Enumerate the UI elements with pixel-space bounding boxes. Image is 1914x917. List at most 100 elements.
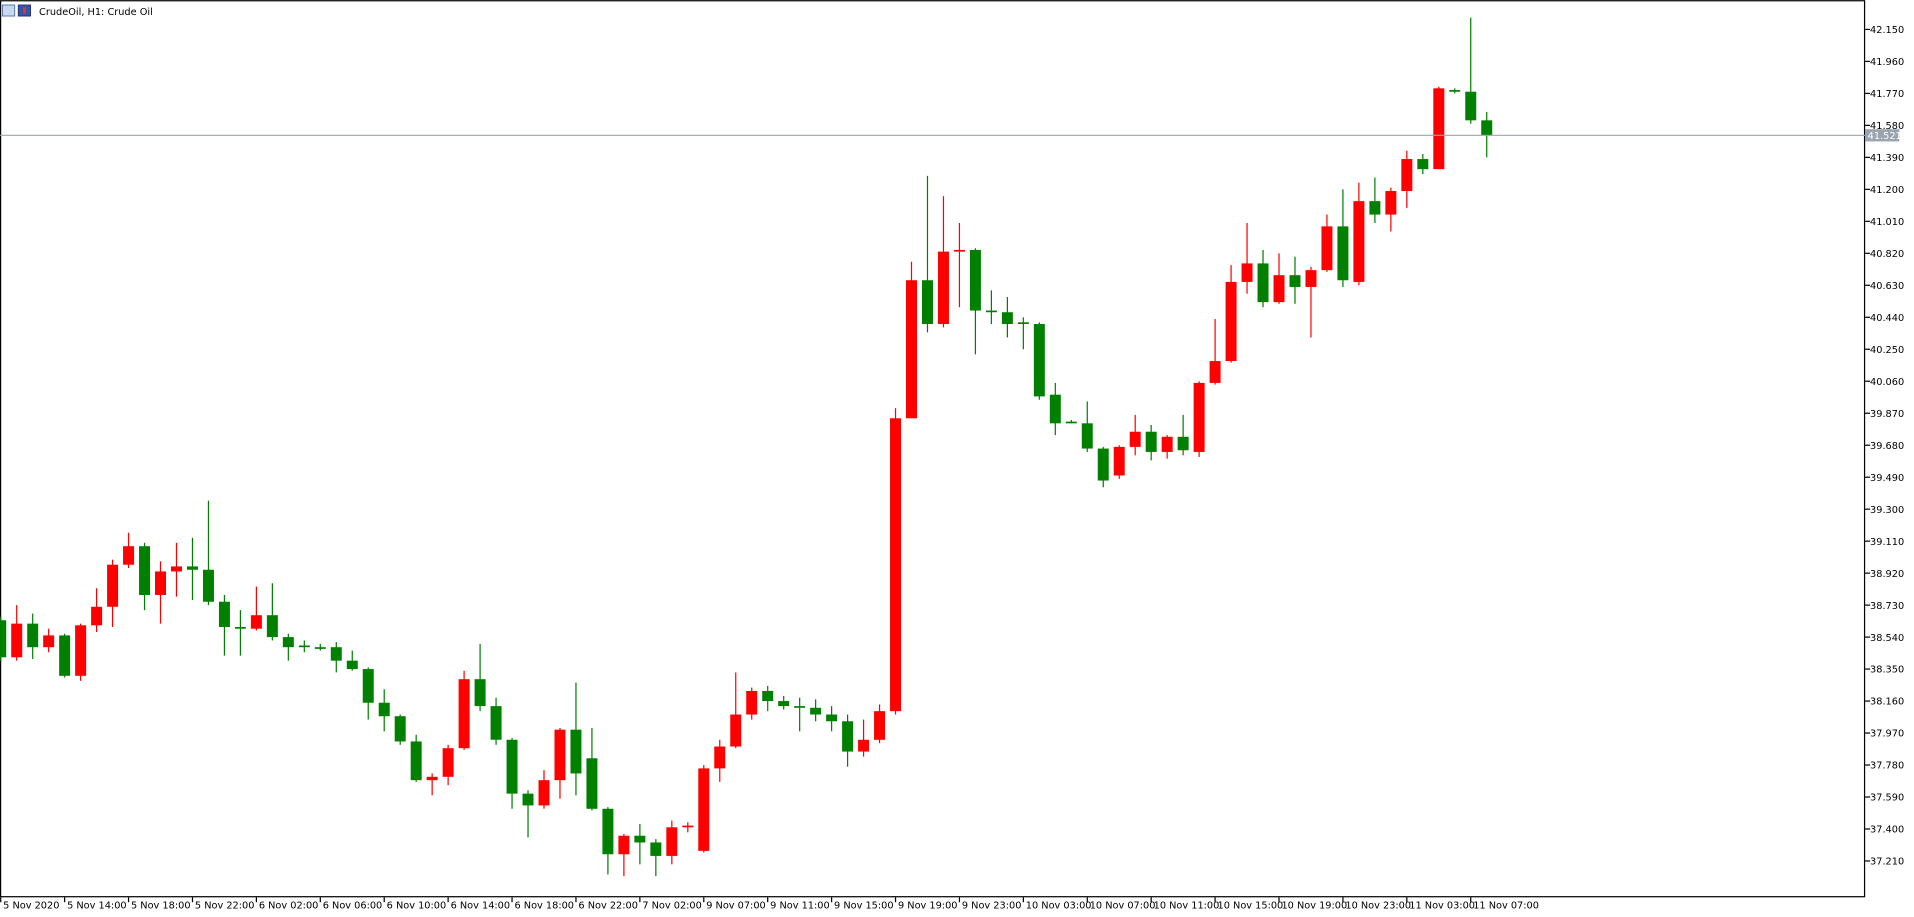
- candle-body: [426, 776, 438, 781]
- x-tick-label: 5 Nov 2020: [3, 900, 59, 911]
- x-tick-label: 11 Nov 07:00: [1473, 900, 1539, 911]
- candle-body: [139, 546, 151, 596]
- candle-body: [666, 827, 678, 856]
- candle-body: [1145, 431, 1157, 452]
- candle-body: [75, 625, 87, 676]
- candle-body: [953, 249, 965, 252]
- candle-body: [634, 835, 646, 843]
- candle-body: [1177, 436, 1189, 451]
- candle-body: [937, 251, 949, 325]
- y-tick-label: 40.440: [1870, 313, 1904, 324]
- y-tick-label: 38.160: [1870, 697, 1904, 708]
- y-tick-label: 38.540: [1870, 633, 1904, 644]
- candle-body: [1337, 226, 1349, 281]
- y-tick-label: 39.110: [1870, 537, 1904, 548]
- candle-body: [826, 714, 838, 722]
- x-tick-label: 9 Nov 19:00: [898, 900, 958, 911]
- x-tick-label: 6 Nov 18:00: [514, 900, 574, 911]
- candle-body: [0, 620, 7, 658]
- candle-body: [1193, 382, 1205, 452]
- candle-body: [490, 706, 502, 740]
- x-tick-label: 5 Nov 22:00: [195, 900, 255, 911]
- candle-body: [1017, 322, 1029, 325]
- y-tick-label: 38.350: [1870, 665, 1904, 676]
- y-tick-label: 39.680: [1870, 441, 1904, 452]
- x-tick-label: 6 Nov 14:00: [451, 900, 511, 911]
- plot-frame: [0, 0, 1866, 898]
- x-tick-label: 6 Nov 10:00: [387, 900, 447, 911]
- candle-body: [1241, 263, 1253, 282]
- candle-body: [234, 626, 246, 629]
- current-price-label: 41.521: [1868, 131, 1902, 142]
- y-tick-label: 37.970: [1870, 729, 1904, 740]
- candle-body: [346, 660, 358, 670]
- current-price-badge: [1865, 129, 1900, 142]
- y-tick-label: 40.820: [1870, 249, 1904, 260]
- chart-icons: [1, 4, 32, 17]
- x-tick-label: 5 Nov 14:00: [67, 900, 127, 911]
- candle-body: [11, 623, 23, 658]
- candle-body: [1481, 120, 1493, 136]
- candle-body: [746, 690, 758, 715]
- candle-body: [362, 669, 374, 703]
- y-tick-label: 38.920: [1870, 569, 1904, 580]
- candle-body: [458, 679, 470, 749]
- candle-body: [1433, 88, 1445, 170]
- chart-title: CrudeOil, H1: Crude Oil: [39, 7, 153, 18]
- candle-body: [1001, 312, 1013, 325]
- x-tick-label: 10 Nov 15:00: [1218, 900, 1284, 911]
- candle-body: [810, 707, 822, 715]
- candle-body: [906, 280, 917, 419]
- candle-body: [202, 569, 214, 602]
- candle-body: [1465, 91, 1477, 121]
- y-tick-label: 41.010: [1870, 217, 1904, 228]
- candle-body: [394, 716, 406, 742]
- candle-body: [842, 721, 854, 752]
- candle-body: [1129, 431, 1141, 447]
- candle-body: [618, 835, 630, 855]
- x-tick-label: 10 Nov 23:00: [1345, 900, 1411, 911]
- candle-body: [91, 606, 103, 626]
- candle-body: [282, 637, 294, 648]
- x-tick-label: 9 Nov 23:00: [962, 900, 1022, 911]
- y-tick-label: 37.590: [1870, 793, 1904, 804]
- candle-body: [155, 571, 167, 596]
- candle-body: [522, 793, 534, 806]
- y-tick-label: 37.400: [1870, 825, 1904, 836]
- candle-body: [59, 635, 71, 676]
- candle-body: [874, 711, 886, 740]
- candle-body: [985, 310, 997, 313]
- x-tick-label: 11 Nov 03:00: [1409, 900, 1475, 911]
- candle-body: [1113, 446, 1125, 476]
- icon[interactable]: [1, 4, 16, 17]
- icon-detail: [23, 7, 26, 14]
- y-tick-label: 39.870: [1870, 409, 1904, 420]
- y-tick-label: 40.250: [1870, 345, 1904, 356]
- candle-body: [506, 739, 518, 794]
- candle-body: [378, 702, 390, 717]
- candle-body: [921, 280, 933, 325]
- y-tick-label: 41.390: [1870, 153, 1904, 164]
- candle-body: [969, 249, 981, 311]
- candle-body: [1289, 275, 1301, 287]
- candle-body: [1161, 436, 1173, 452]
- x-tick-label: 6 Nov 02:00: [259, 900, 319, 911]
- candle-body: [1209, 361, 1221, 383]
- candle-body: [714, 746, 726, 769]
- y-tick-label: 42.150: [1870, 25, 1904, 36]
- candle-body: [650, 842, 662, 856]
- x-tick-label: 9 Nov 07:00: [706, 900, 766, 911]
- candle-body: [1305, 270, 1317, 287]
- y-tick-label: 37.780: [1870, 761, 1904, 772]
- candle-body: [1321, 226, 1333, 271]
- x-tick-label: 7 Nov 02:00: [642, 900, 702, 911]
- candle-body: [858, 739, 870, 752]
- y-tick-label: 41.770: [1870, 89, 1904, 100]
- candle-body: [1417, 159, 1429, 170]
- candle-body: [186, 566, 198, 570]
- candle-body: [107, 564, 119, 607]
- y-tick-label: 37.210: [1870, 857, 1904, 868]
